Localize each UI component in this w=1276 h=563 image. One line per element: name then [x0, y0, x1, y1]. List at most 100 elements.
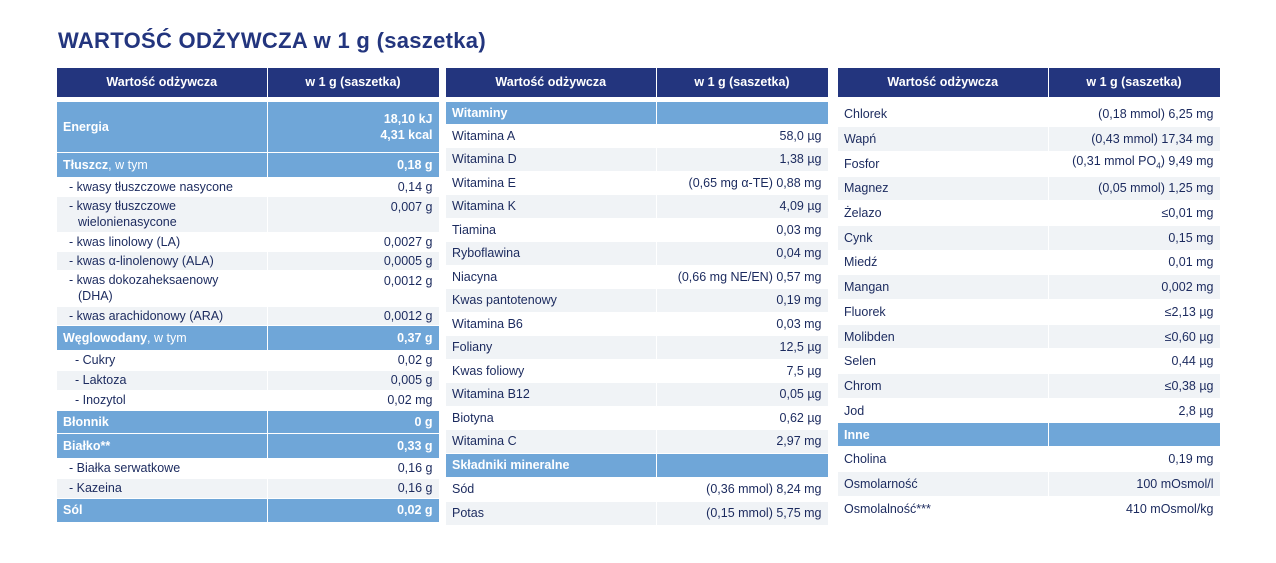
row-label: Chlorek — [838, 102, 1049, 128]
row-value: 0,03 mg — [656, 218, 829, 242]
table-header: Wartość odżywcza w 1 g (saszetka) — [57, 68, 440, 100]
row-sol: Sól 0,02 g — [57, 498, 440, 523]
row-label: Mangan — [838, 274, 1049, 300]
table-row: Selen 0,44 µg — [838, 348, 1221, 375]
row-label: Chrom — [838, 373, 1049, 399]
row-label: Tłuszcz, w tym — [57, 152, 268, 178]
row-label: Witamina C — [446, 429, 657, 454]
section-label: Witaminy — [446, 102, 657, 125]
table-row: Ryboflawina 0,04 mg — [446, 241, 829, 266]
row-bialko: Białko** 0,33 g — [57, 433, 440, 459]
row-label: Ryboflawina — [446, 241, 657, 266]
table-row: Biotyna 0,62 µg — [446, 406, 829, 430]
table-row: Witamina A 58,0 µg — [446, 124, 829, 148]
row-label: Fosfor — [838, 151, 1049, 177]
table-row: Witamina E (0,65 mg α-TE) 0,88 mg — [446, 171, 829, 195]
table-row: - Cukry 0,02 g — [57, 350, 440, 371]
row-value: (0,18 mmol) 6,25 mg — [1048, 102, 1221, 128]
row-value: 0 g — [267, 410, 440, 434]
row-value: 100 mOsmol/l — [1048, 471, 1221, 497]
row-value: 0,01 mg — [1048, 250, 1221, 276]
column-header-amount: w 1 g (saszetka) — [656, 68, 829, 100]
row-label: Tiamina — [446, 218, 657, 242]
row-tluszcz: Tłuszcz, w tym 0,18 g — [57, 152, 440, 178]
row-value: 0,002 mg — [1048, 274, 1221, 300]
row-label: Biotyna — [446, 406, 657, 430]
table-row: Mangan 0,002 mg — [838, 274, 1221, 300]
row-label: Selen — [838, 348, 1049, 375]
section-label: Składniki mineralne — [446, 453, 657, 478]
table-row: Potas (0,15 mmol) 5,75 mg — [446, 501, 829, 526]
table-row: - Inozytol 0,02 mg — [57, 390, 440, 411]
row-value: 0,02 g — [267, 498, 440, 523]
row-label: Potas — [446, 501, 657, 526]
table-row: Witamina D 1,38 µg — [446, 147, 829, 172]
row-label: Witamina A — [446, 124, 657, 148]
row-value: (0,15 mmol) 5,75 mg — [656, 501, 829, 526]
row-value: 0,18 g — [267, 152, 440, 178]
table-row: Molibden ≤0,60 µg — [838, 324, 1221, 350]
table-row: Cynk 0,15 mg — [838, 225, 1221, 251]
table-row: Witamina K 4,09 µg — [446, 194, 829, 219]
row-label: Cynk — [838, 225, 1049, 251]
row-value: ≤0,01 mg — [1048, 200, 1221, 226]
table-row: Wapń (0,43 mmol) 17,34 mg — [838, 126, 1221, 152]
column-header-nutrient: Wartość odżywcza — [57, 68, 268, 100]
row-value: 12,5 µg — [656, 335, 829, 360]
row-value: 2,97 mg — [656, 429, 829, 454]
table-header: Wartość odżywcza w 1 g (saszetka) — [838, 68, 1221, 100]
row-label: Osmolalność*** — [838, 496, 1049, 522]
table-row: - kwas arachidonowy (ARA) 0,0012 g — [57, 306, 440, 326]
row-label: Molibden — [838, 324, 1049, 350]
table-row: Magnez (0,05 mmol) 1,25 mg — [838, 176, 1221, 202]
table-row: - kwas dokozaheksaenowy (DHA) 0,0012 g — [57, 270, 440, 307]
row-label: Żelazo — [838, 200, 1049, 226]
column-header-nutrient: Wartość odżywcza — [446, 68, 657, 100]
table-row: - kwas linolowy (LA) 0,0027 g — [57, 232, 440, 252]
row-value: 0,37 g — [267, 325, 440, 351]
row-value: 18,10 kJ 4,31 kcal — [267, 102, 440, 153]
row-value: ≤0,60 µg — [1048, 324, 1221, 350]
row-label: Witamina D — [446, 147, 657, 172]
row-value: 0,05 µg — [656, 382, 829, 407]
row-value: 0,33 g — [267, 433, 440, 459]
row-value: (0,05 mmol) 1,25 mg — [1048, 176, 1221, 202]
table-row: Niacyna (0,66 mg NE/EN) 0,57 mg — [446, 265, 829, 289]
row-value: 4,09 µg — [656, 194, 829, 219]
row-value: 410 mOsmol/kg — [1048, 496, 1221, 522]
table-row: Witamina B12 0,05 µg — [446, 382, 829, 407]
table-row: Witamina B6 0,03 mg — [446, 312, 829, 336]
row-value: (0,66 mg NE/EN) 0,57 mg — [656, 265, 829, 289]
row-label: Kwas pantotenowy — [446, 288, 657, 313]
table-row: Osmolalność*** 410 mOsmol/kg — [838, 496, 1221, 522]
row-label: Białko** — [57, 433, 268, 459]
energy-kcal: 4,31 kcal — [380, 127, 433, 142]
table-row: Kwas pantotenowy 0,19 mg — [446, 288, 829, 313]
column-header-amount: w 1 g (saszetka) — [1048, 68, 1221, 100]
column-header-amount: w 1 g (saszetka) — [267, 68, 440, 100]
row-label: Sól — [57, 498, 268, 523]
row-label: Miedź — [838, 250, 1049, 276]
row-label: Magnez — [838, 176, 1049, 202]
row-value: 2,8 µg — [1048, 398, 1221, 424]
column-header-nutrient: Wartość odżywcza — [838, 68, 1049, 100]
row-label: Niacyna — [446, 265, 657, 289]
row-label: Wapń — [838, 126, 1049, 152]
row-label: Kwas foliowy — [446, 359, 657, 383]
section-witaminy: Witaminy — [446, 102, 829, 125]
row-value: 0,62 µg — [656, 406, 829, 430]
table-row: Witamina C 2,97 mg — [446, 429, 829, 454]
table-row: Tiamina 0,03 mg — [446, 218, 829, 242]
row-value: 0,19 mg — [656, 288, 829, 313]
table-row: Sód (0,36 mmol) 8,24 mg — [446, 477, 829, 502]
row-value: 7,5 µg — [656, 359, 829, 383]
section-skladniki-mineralne: Składniki mineralne — [446, 453, 829, 478]
table-row: Fosfor (0,31 mmol PO4) 9,49 mg — [838, 151, 1221, 177]
row-value: 1,38 µg — [656, 147, 829, 172]
table-row: Chlorek (0,18 mmol) 6,25 mg — [838, 102, 1221, 128]
table-row: Żelazo ≤0,01 mg — [838, 200, 1221, 226]
nutrition-table-macros: Wartość odżywcza w 1 g (saszetka) Energi… — [57, 68, 440, 523]
row-value: (0,31 mmol PO4) 9,49 mg — [1048, 151, 1221, 177]
nutrition-table-minerals: Wartość odżywcza w 1 g (saszetka) Chlore… — [838, 68, 1221, 522]
row-label: Witamina B6 — [446, 312, 657, 336]
